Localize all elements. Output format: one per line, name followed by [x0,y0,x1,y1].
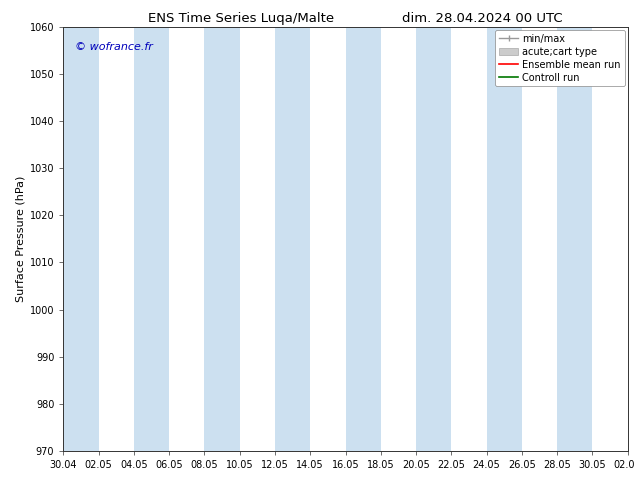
Bar [346,27,381,451]
Bar [487,27,522,451]
Bar [63,27,99,451]
Y-axis label: Surface Pressure (hPa): Surface Pressure (hPa) [16,176,25,302]
Bar [557,27,592,451]
Legend: min/max, acute;cart type, Ensemble mean run, Controll run: min/max, acute;cart type, Ensemble mean … [495,30,624,86]
Bar [275,27,310,451]
Text: ENS Time Series Luqa/Malte: ENS Time Series Luqa/Malte [148,12,334,25]
Text: dim. 28.04.2024 00 UTC: dim. 28.04.2024 00 UTC [401,12,562,25]
Bar [204,27,240,451]
Bar [416,27,451,451]
Bar [134,27,169,451]
Text: © wofrance.fr: © wofrance.fr [75,42,153,52]
